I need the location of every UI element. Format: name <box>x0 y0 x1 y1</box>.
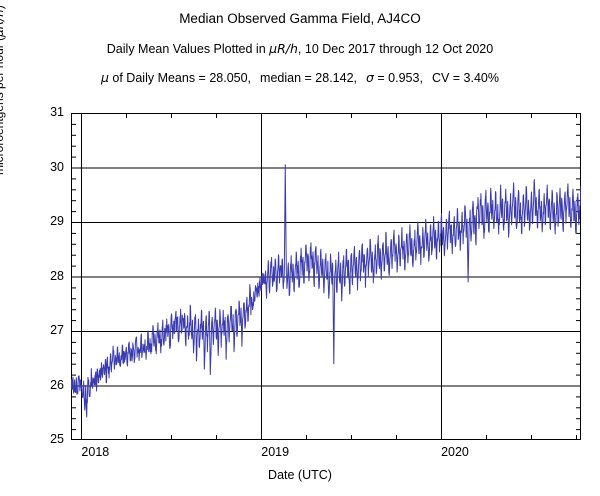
mean-mu-symbol: μ <box>100 70 109 85</box>
cv-value-text: CV = 3.40% <box>431 71 499 85</box>
chart-subtitle: Daily Mean Values Plotted in μR/h, 10 De… <box>0 41 600 56</box>
y-tick-label: 29 <box>50 214 64 228</box>
chart-statistics-line: μ of Daily Means = 28.050, median = 28.14… <box>0 70 600 85</box>
y-tick-label: 28 <box>50 268 64 283</box>
y-tick-label: 31 <box>50 105 64 119</box>
x-axis-title: Date (UTC) <box>268 468 332 482</box>
subtitle-prefix: Daily Mean Values Plotted in <box>106 42 270 56</box>
plot-area <box>71 113 581 440</box>
subtitle-suffix: , 10 Dec 2017 through 12 Oct 2020 <box>297 42 494 56</box>
chart-title: Median Observed Gamma Field, AJ4CO <box>179 11 421 26</box>
y-axis-title-suffix: ) <box>0 5 6 9</box>
x-tick-label: 2018 <box>81 445 110 459</box>
mean-value-text: of Daily Means = 28.050, <box>108 71 252 85</box>
sigma-symbol: σ <box>366 70 374 85</box>
y-tick-label: 26 <box>50 377 64 392</box>
x-tick-label: 2020 <box>441 445 469 459</box>
y-tick-label: 27 <box>50 323 64 337</box>
plot-svg <box>71 113 581 440</box>
y-axis-title-unit: μR/h <box>0 9 6 37</box>
y-axis-title: microroentgens per hour (μR/h) <box>0 5 6 175</box>
y-tick-label: 25 <box>50 432 64 446</box>
sigma-value-text: = 0.953, <box>373 71 423 85</box>
y-tick-label: 30 <box>50 159 64 174</box>
x-tick-label: 2019 <box>261 445 290 459</box>
y-axis-title-prefix: microroentgens per hour ( <box>0 37 6 175</box>
median-value-text: median = 28.142, <box>260 71 357 85</box>
subtitle-unit: μR/h <box>269 41 298 56</box>
